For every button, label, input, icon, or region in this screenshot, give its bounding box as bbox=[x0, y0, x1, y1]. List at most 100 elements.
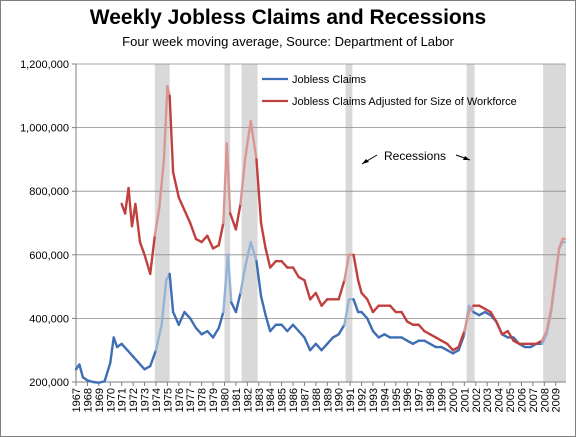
series-1-segment bbox=[320, 342, 329, 352]
series-2-segment bbox=[168, 94, 175, 174]
series-1-segment bbox=[160, 279, 168, 326]
recession-band-4 bbox=[345, 64, 353, 382]
x-tick-label: 1985 bbox=[277, 388, 289, 412]
chart-subtitle: Four week moving average, Source: Depart… bbox=[122, 34, 454, 49]
series-2-segment bbox=[506, 329, 515, 342]
series-1-segment bbox=[303, 336, 312, 352]
x-tick-label: 2008 bbox=[539, 388, 551, 412]
x-tick-label: 1993 bbox=[368, 388, 380, 412]
x-tick-label: 1989 bbox=[322, 388, 334, 412]
series-1-segment bbox=[222, 253, 230, 314]
series-2-segment bbox=[489, 310, 498, 323]
series-2-segment bbox=[200, 234, 209, 244]
x-tick-label: 2003 bbox=[482, 388, 494, 412]
series-2-segment bbox=[166, 85, 171, 98]
x-tick-label: 1979 bbox=[208, 388, 220, 412]
legend-label-adjusted-claims: Jobless Claims Adjusted for Size of Work… bbox=[292, 96, 517, 108]
recession-annotation: Recessions bbox=[361, 149, 471, 165]
x-tick-label: 1971 bbox=[117, 388, 129, 412]
series-1-segment bbox=[78, 363, 85, 379]
series-2-segment bbox=[337, 279, 346, 301]
series-1-segment bbox=[234, 291, 242, 314]
series-2-segment bbox=[183, 209, 192, 225]
series-1-segment bbox=[154, 323, 163, 352]
series-2-segment bbox=[206, 234, 215, 250]
series-1-segment bbox=[280, 323, 289, 333]
series-1-segment bbox=[255, 259, 263, 298]
series-1-segment bbox=[126, 349, 135, 358]
x-tick-label: 1969 bbox=[94, 388, 106, 412]
series-2-segment bbox=[291, 266, 300, 279]
series-2-segment bbox=[557, 237, 564, 250]
legend: Jobless Claims Jobless Claims Adjusted f… bbox=[262, 74, 517, 108]
y-tick-label: 200,000 bbox=[29, 377, 69, 389]
series-1-segment bbox=[168, 272, 175, 314]
series-2-segment bbox=[153, 205, 161, 237]
series-2-segment bbox=[228, 212, 238, 231]
x-tick-label: 1988 bbox=[311, 388, 323, 412]
x-tick-label: 1996 bbox=[402, 388, 414, 412]
x-tick-label: 1982 bbox=[242, 388, 254, 412]
series-1-segment bbox=[264, 314, 272, 333]
x-tick-label: 1980 bbox=[219, 388, 231, 412]
series-2-segment bbox=[249, 120, 258, 161]
series-1-segment bbox=[249, 240, 258, 263]
series-2-segment bbox=[343, 253, 351, 282]
x-tick-label: 1997 bbox=[414, 388, 426, 412]
series-1-segment bbox=[194, 326, 203, 336]
y-tick-label: 1,200,000 bbox=[20, 59, 69, 71]
series-2-segment bbox=[264, 247, 272, 269]
series-2-segment bbox=[134, 202, 142, 244]
x-tick-label: 1970 bbox=[105, 388, 117, 412]
series-2-segment bbox=[303, 279, 312, 301]
series-1-segment bbox=[239, 266, 247, 295]
annotation-arrowhead-left bbox=[362, 159, 369, 164]
x-tick-label: 1986 bbox=[288, 388, 300, 412]
recession-band-5 bbox=[466, 64, 475, 382]
series-2-segment bbox=[222, 142, 228, 225]
series-lines bbox=[74, 85, 567, 384]
series-1-segment bbox=[137, 361, 146, 371]
series-1-segment bbox=[268, 323, 278, 333]
series-2-segment bbox=[366, 298, 375, 314]
series-1-segment bbox=[352, 298, 360, 314]
series-2-segment bbox=[259, 221, 267, 250]
x-tick-label: 1978 bbox=[197, 388, 209, 412]
series-2-segment bbox=[143, 253, 152, 276]
series-1-segment bbox=[326, 336, 335, 346]
x-tick-label: 2000 bbox=[448, 388, 460, 412]
series-1-segment bbox=[243, 240, 252, 269]
series-2-segment bbox=[234, 202, 242, 231]
chart-title: Weekly Jobless Claims and Recessions bbox=[89, 6, 487, 29]
series-1-segment bbox=[291, 323, 300, 333]
x-tick-label: 2006 bbox=[516, 388, 528, 412]
series-2-segment bbox=[138, 240, 146, 257]
series-2-segment bbox=[239, 158, 247, 206]
series-2-segment bbox=[320, 298, 329, 307]
series-2-segment bbox=[268, 259, 278, 269]
series-1-segment bbox=[189, 317, 198, 330]
series-1-segment bbox=[211, 326, 220, 339]
series-2-segment bbox=[255, 158, 263, 225]
series-2-segment bbox=[162, 85, 169, 161]
recession-band-6 bbox=[543, 64, 566, 382]
legend-label-jobless-claims: Jobless Claims bbox=[292, 74, 366, 86]
series-1-segment bbox=[337, 323, 346, 336]
series-1-segment bbox=[120, 342, 129, 352]
series-1-segment bbox=[112, 336, 119, 349]
x-tick-label: 2002 bbox=[471, 388, 483, 412]
annotation-arrowhead-right bbox=[463, 156, 470, 160]
series-2-segment bbox=[463, 310, 471, 333]
gridlines bbox=[76, 63, 566, 319]
x-tick-label: 1983 bbox=[254, 388, 266, 412]
series-2-segment bbox=[314, 291, 323, 307]
series-2-segment bbox=[388, 304, 398, 314]
series-1-segment bbox=[131, 355, 141, 365]
series-1-segment bbox=[540, 333, 548, 346]
x-tick-label: 2001 bbox=[459, 388, 471, 412]
series-2-segment bbox=[280, 259, 289, 269]
series-1-segment bbox=[183, 310, 192, 320]
x-tick-label: 2004 bbox=[494, 388, 506, 412]
series-2-segment bbox=[171, 170, 180, 199]
